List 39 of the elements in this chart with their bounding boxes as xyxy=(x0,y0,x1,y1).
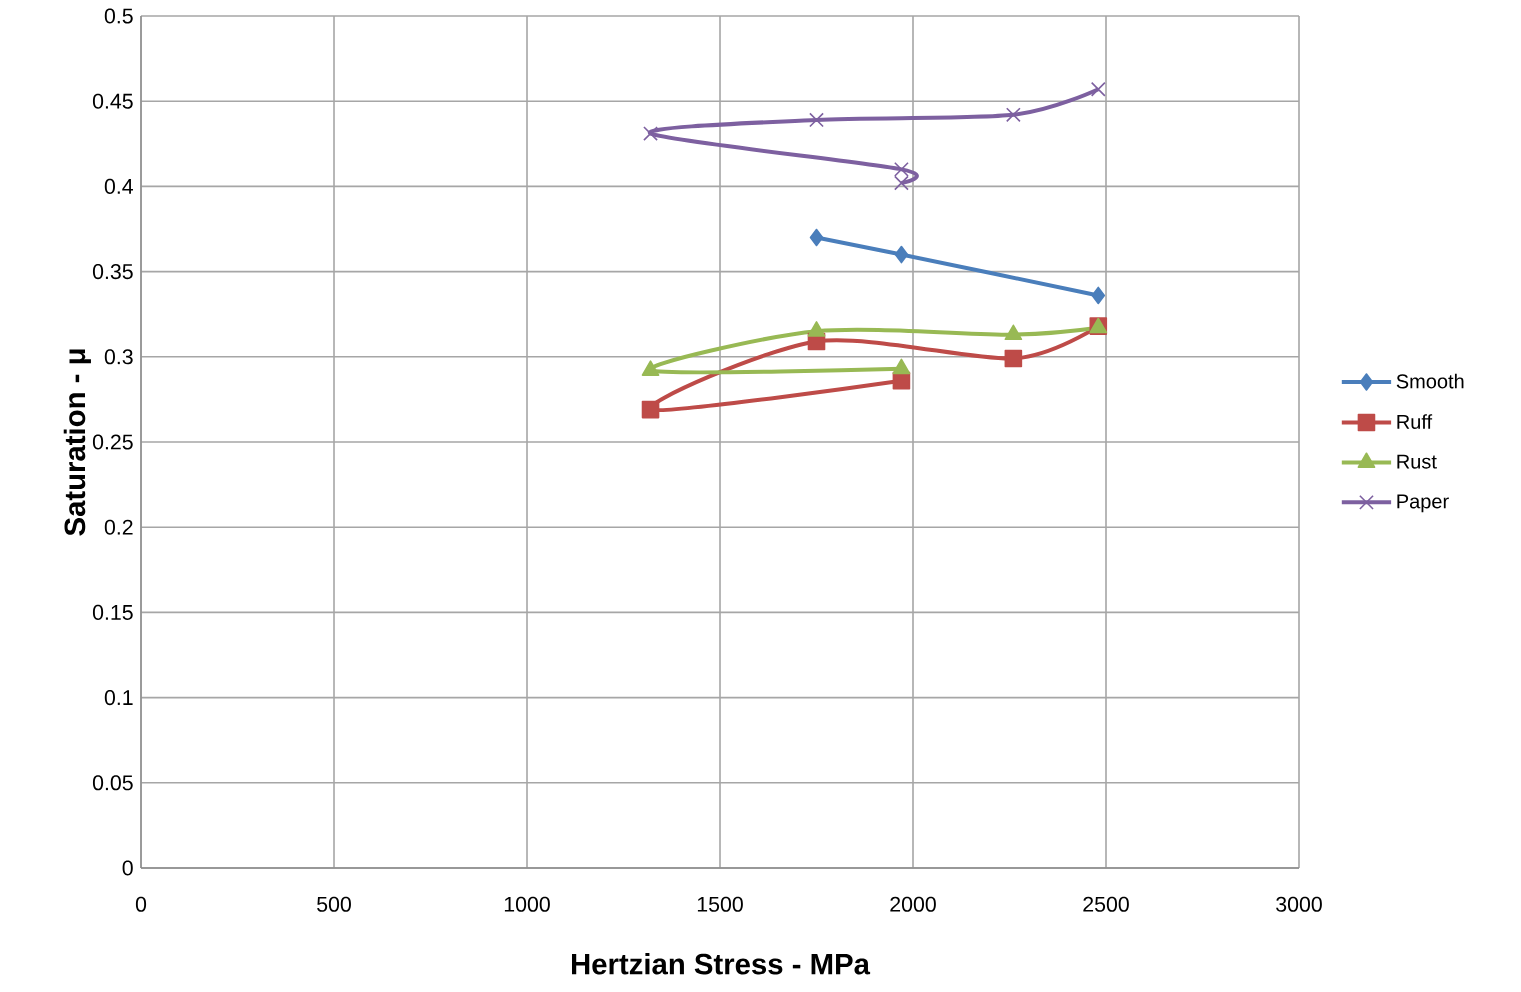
point xyxy=(641,400,660,419)
legend-label: Smooth xyxy=(1396,373,1464,389)
x-tick-label: 1000 xyxy=(504,896,550,912)
y-tick-label: 0.4 xyxy=(104,178,133,194)
point xyxy=(894,175,909,191)
y-tick-label: 0.45 xyxy=(92,93,133,109)
y-tick-label: 0.2 xyxy=(104,519,133,535)
point xyxy=(892,358,911,375)
y-tick-label: 0.25 xyxy=(92,434,133,450)
legend-label: Ruff xyxy=(1397,414,1433,429)
y-tick-label: 0.1 xyxy=(104,690,133,706)
x-tick-label: 2500 xyxy=(1083,896,1129,912)
point xyxy=(809,228,824,247)
x-tick-label: 3000 xyxy=(1276,896,1322,912)
legend-label: Rust xyxy=(1397,454,1437,469)
y-tick-label: 0.05 xyxy=(92,775,133,791)
x-tick-label: 500 xyxy=(317,896,351,912)
y-tick-label: 0.5 xyxy=(104,8,133,24)
point xyxy=(807,321,826,337)
x-tick-label: 1500 xyxy=(697,896,743,912)
x-axis-title: Hertzian Stress - MPa xyxy=(572,952,871,975)
y-tick-label: 0.35 xyxy=(92,264,133,280)
point xyxy=(1090,81,1106,97)
point xyxy=(1005,107,1021,123)
legend-label: Paper xyxy=(1397,494,1449,513)
x-tick-label: 2000 xyxy=(890,896,936,912)
point xyxy=(1004,349,1023,368)
point xyxy=(641,360,660,376)
point xyxy=(1091,286,1106,305)
y-tick-label: 0 xyxy=(122,860,133,876)
point xyxy=(809,112,824,128)
point xyxy=(643,126,658,141)
point xyxy=(894,245,909,264)
y-axis-title: Saturation - μ xyxy=(63,349,91,536)
y-tick-label: 0.15 xyxy=(92,604,133,620)
x-tick-label: 0 xyxy=(135,896,147,912)
point xyxy=(1004,324,1023,341)
point xyxy=(894,161,909,177)
y-tick-label: 0.3 xyxy=(104,349,133,365)
